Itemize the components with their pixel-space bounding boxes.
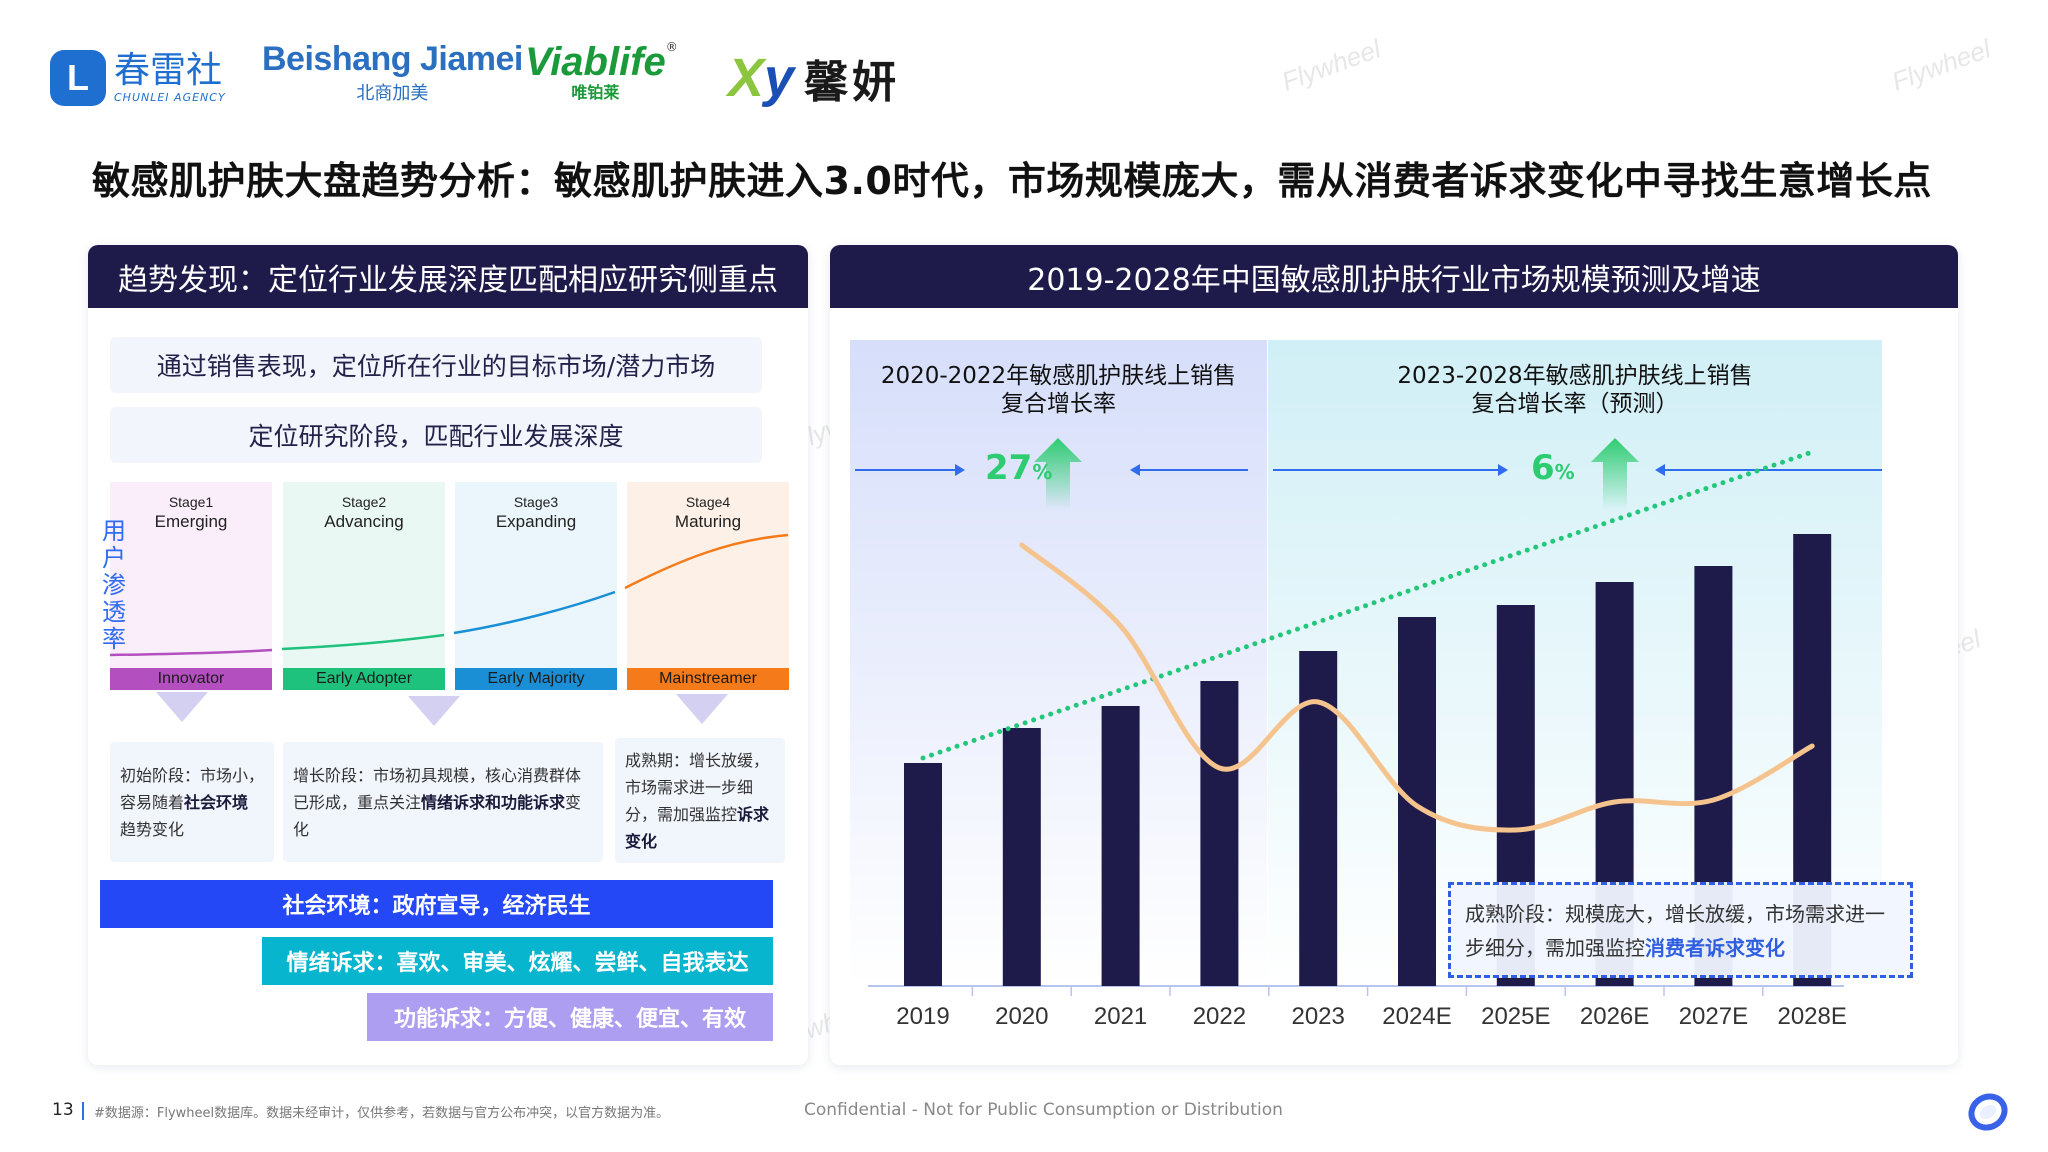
curve-mainstreamer xyxy=(624,533,789,590)
stage-name: Advancing xyxy=(324,512,404,531)
page-title: 敏感肌护肤大盘趋势分析：敏感肌护肤进入3.0时代，市场规模庞大，需从消费者诉求变… xyxy=(92,159,1932,203)
adoption-curve xyxy=(110,533,789,657)
x-tick-label: 2023 xyxy=(1291,1003,1345,1030)
viablife-cn: 唯铂莱 xyxy=(571,83,620,102)
up-arrow-icon xyxy=(1591,438,1639,510)
zone-right-title-1: 2023-2028年敏感肌护肤线上销售 xyxy=(1397,363,1753,389)
stage-column-maturing: Stage4 Maturing xyxy=(627,482,789,688)
confidential-note: Confidential - Not for Public Consumptio… xyxy=(804,1100,1283,1120)
right-arrow-icon xyxy=(1273,464,1508,476)
chunlei-cn: 春雷社 xyxy=(114,50,223,91)
segment-mainstreamer: Mainstreamer xyxy=(627,668,789,690)
segment-innovator: Innovator xyxy=(110,668,272,690)
down-arrow-icon xyxy=(408,696,460,726)
x-tick-label: 2025E xyxy=(1481,1003,1551,1030)
bar-2019 xyxy=(904,763,942,986)
strip-emotional-needs: 情绪诉求：喜欢、审美、炫耀、尝鲜、自我表达 xyxy=(262,937,773,985)
logo-chunlei: L 春雷社 CHUNLEI AGENCY xyxy=(50,40,226,115)
chart-title: 2019-2028年中国敏感肌护肤行业市场规模预测及增速 xyxy=(830,245,1958,308)
y-axis-label-penetration: 用户渗透率 xyxy=(102,517,126,653)
data-source-note: #数据源：Flywheel数据库。数据未经审计，仅供参考，若数据与官方公布冲突，… xyxy=(94,1106,670,1121)
desc-advancing: 增长阶段：市场初具规模，核心消费群体已形成，重点关注情绪诉求和功能诉求变化 xyxy=(283,742,603,862)
logo-xinyan: Xy 馨妍 xyxy=(728,40,900,115)
up-arrow-icon xyxy=(1034,438,1082,510)
logo-beishang: Beishang Jiamei 北商加美 xyxy=(262,40,523,115)
chunlei-mark-icon: L xyxy=(50,49,106,106)
desc-maturing: 成熟期：增长放缓，市场需求进一步细分，需加强监控诉求变化 xyxy=(615,738,785,863)
page-number: 13 xyxy=(52,1100,74,1120)
strip-functional-needs: 功能诉求：方便、健康、便宜、有效 xyxy=(367,993,773,1041)
x-tick-label: 2028E xyxy=(1777,1003,1847,1030)
cagr-2023-2028: 6% xyxy=(1531,448,1575,488)
beishang-cn: 北商加美 xyxy=(356,83,429,104)
stage-name: Emerging xyxy=(154,512,228,531)
pill-research-stage: 定位研究阶段，匹配行业发展深度 xyxy=(110,407,762,463)
xinyan-cn: 馨妍 xyxy=(804,56,901,108)
beishang-en: Beishang Jiamei xyxy=(262,40,523,78)
stage-number: Stage1 xyxy=(168,494,214,510)
stage-column-advancing: Stage2 Advancing xyxy=(283,482,445,688)
viablife-en: Viablife xyxy=(525,40,666,84)
x-tick-label: 2019 xyxy=(896,1003,950,1030)
registered-icon: ® xyxy=(665,40,678,54)
flywheel-logo-icon xyxy=(1968,1093,2008,1131)
stage-number: Stage3 xyxy=(513,494,559,510)
trend-line xyxy=(920,449,1815,761)
strip-social-environment: 社会环境：政府宣导，经济民生 xyxy=(100,880,773,928)
cagr-2020-2022: 27% xyxy=(985,448,1053,488)
x-tick-label: 2026E xyxy=(1579,1003,1650,1030)
cagr-arrows xyxy=(855,438,1882,510)
bar-2024E xyxy=(1398,617,1436,986)
left-arrow-icon xyxy=(1130,464,1248,476)
curve-early-majority xyxy=(453,590,616,635)
pill-target-market: 通过销售表现，定位所在行业的目标市场/潜力市场 xyxy=(110,337,762,393)
zone-right-title-2: 复合增长率（预测） xyxy=(1471,391,1679,417)
stage-number: Stage2 xyxy=(341,494,387,510)
stage-name: Expanding xyxy=(495,512,577,531)
x-tick-label: 2027E xyxy=(1678,1003,1749,1030)
desc-emerging: 初始阶段：市场小，容易随着社会环境趋势变化 xyxy=(110,742,274,862)
curve-innovator xyxy=(110,648,273,657)
bar-2021 xyxy=(1101,706,1140,986)
right-arrow-icon xyxy=(855,464,965,476)
trend-panel-header: 趋势发现：定位行业发展深度匹配相应研究侧重点 xyxy=(88,245,808,308)
down-arrow-icon xyxy=(676,694,728,724)
growth-rate-line xyxy=(1019,542,1815,833)
stage-column-expanding: Stage3 Expanding xyxy=(455,482,617,688)
stage-number: Stage4 xyxy=(685,494,731,510)
curve-early-adopter xyxy=(281,633,445,651)
zone-left-title-2: 复合增长率 xyxy=(1001,391,1116,417)
zone-2023-2028: 2023-2028年敏感肌护肤线上销售 复合增长率（预测） xyxy=(1268,340,1882,985)
down-arrow-icon xyxy=(156,692,208,722)
footer-divider xyxy=(82,1102,84,1120)
left-arrow-icon xyxy=(1655,464,1882,476)
bar-2022 xyxy=(1200,681,1239,986)
zone-left-title-1: 2020-2022年敏感肌护肤线上销售 xyxy=(880,363,1237,389)
x-tick-label: 2020 xyxy=(995,1003,1049,1030)
bar-2020 xyxy=(1002,728,1041,986)
chunlei-en: CHUNLEI AGENCY xyxy=(114,91,226,104)
logo-viablife: Viablife 唯铂莱 ® xyxy=(525,40,678,115)
xinyan-mark-icon: Xy xyxy=(728,47,795,108)
x-tick-label: 2024E xyxy=(1382,1003,1452,1030)
x-tick-label: 2022 xyxy=(1192,1003,1247,1030)
segment-early-adopter: Early Adopter xyxy=(283,668,445,690)
stage-name: Maturing xyxy=(674,512,742,531)
segment-early-majority: Early Majority xyxy=(455,668,617,690)
x-tick-label: 2021 xyxy=(1093,1003,1148,1030)
maturity-callout: 成熟阶段：规模庞大，增长放缓，市场需求进一步细分，需加强监控消费者诉求变化 xyxy=(1448,882,1913,978)
